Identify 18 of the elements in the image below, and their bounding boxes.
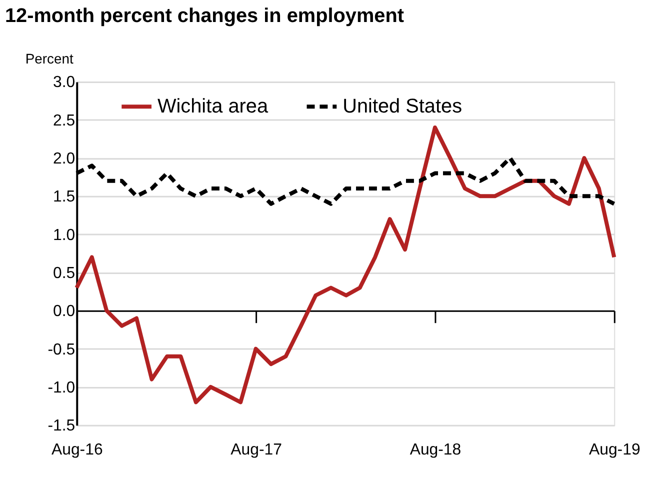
y-tick-label: -0.5 [48,341,76,358]
chart-title: 12-month percent changes in employment [4,4,404,27]
y-axis-title: Percent [25,50,74,66]
y-tick-label: 2.0 [53,150,76,168]
y-tick-label: 1.0 [53,226,76,244]
x-tick-label: Aug-16 [51,441,103,458]
y-tick-label: 0.5 [53,264,76,282]
legend-label: Wichita area [157,96,269,118]
y-tick-label: 2.5 [53,112,76,130]
legend-label: United States [342,96,462,118]
y-tick-label: -1.0 [48,379,76,396]
x-tick-label: Aug-18 [410,441,462,458]
y-tick-label: 0.0 [53,303,76,320]
y-tick-label: 1.5 [53,188,76,206]
y-tick-label: 3.0 [53,74,76,92]
y-tick-label: -1.5 [48,418,76,435]
x-tick-label: Aug-19 [588,441,640,458]
x-tick-label: Aug-17 [230,441,282,458]
